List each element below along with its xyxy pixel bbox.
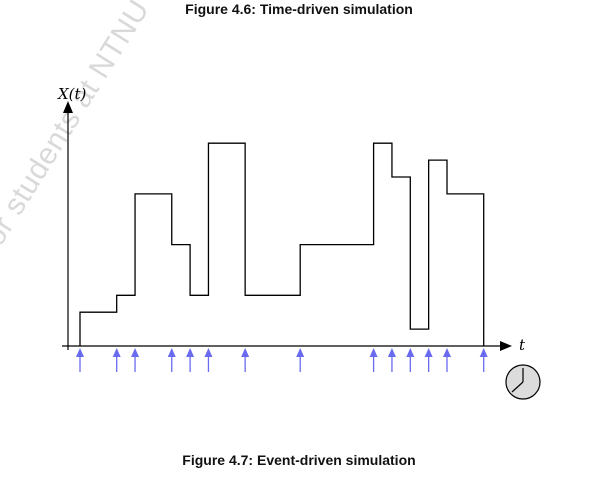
y-axis-arrowhead [63, 101, 73, 113]
event-arrow-head [131, 348, 140, 357]
event-arrow-head [112, 348, 121, 357]
x-axis-arrowhead [500, 341, 512, 351]
event-arrow-head [204, 348, 213, 357]
event-arrow-head [479, 348, 488, 357]
event-arrow-head [369, 348, 378, 357]
event-arrow-head [406, 348, 415, 357]
event-arrow-head [241, 348, 250, 357]
clock-icon [505, 364, 541, 400]
event-arrows [76, 348, 488, 372]
figure-caption-time-driven: Figure 4.6: Time-driven simulation [185, 1, 413, 17]
event-arrow-head [424, 348, 433, 357]
y-axis-label: X(t) [57, 85, 87, 103]
step-signal-line [79, 142, 485, 346]
figure-caption-event-driven: Figure 4.7: Event-driven simulation [182, 452, 416, 468]
event-arrow-head [167, 348, 176, 357]
event-arrow-head [443, 348, 451, 357]
event-arrow-head [186, 348, 195, 357]
event-arrow-head [387, 348, 396, 357]
x-axis-label: t [519, 336, 526, 354]
event-arrow-head [296, 348, 305, 357]
event-arrow-head [76, 348, 84, 357]
